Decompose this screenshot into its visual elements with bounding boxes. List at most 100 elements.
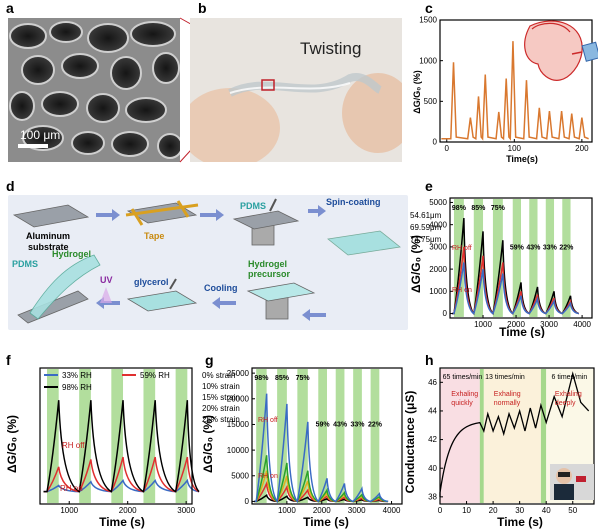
chart-h-band-divider [540, 369, 547, 503]
chart-h-annotation: Exhaling [555, 391, 582, 398]
chart-g-xtick-label: 1000 [278, 506, 296, 515]
chart-h-rate-label: 13 times/min [485, 374, 525, 381]
chart-e-humidity-band [529, 199, 538, 317]
aluminum-label: Aluminum [26, 231, 70, 241]
chart-h-annotation: normally [494, 400, 521, 407]
chart-f: 1000 2000 3000 ΔG/G₀ (%) Time (s) RH off R… [5, 367, 200, 529]
chart-f-series [43, 478, 200, 493]
twisting-photo: Twisting [190, 18, 402, 162]
chart-h-rate-label: 6 times/min [552, 374, 588, 381]
chart-h-annotation: quickly [451, 400, 473, 407]
chart-g-rh-label: 98% [254, 375, 269, 382]
chart-e: 1000 2000 3000 4000 0 1000 2000 3000 4000 5000 98%… [410, 197, 593, 338]
chart-e-rh-label: 33% [543, 245, 558, 252]
chart-e-ytick-label: 4000 [429, 220, 447, 229]
chart-c-frame [439, 19, 593, 143]
sem-image: 100 μm [8, 18, 180, 162]
chart-e-rh-label: 98% [452, 205, 467, 212]
chart-g-series [254, 393, 389, 504]
chart-g-xtick-label: 3000 [348, 506, 366, 515]
chart-e-series [451, 262, 579, 315]
chart-f-frame [39, 367, 193, 505]
uv-label: UV [100, 275, 113, 285]
chart-g-humidity-band [256, 369, 267, 503]
chart-h-frame [439, 367, 595, 505]
chart-h-band-divider [479, 369, 484, 503]
chart-e-xtick-label: 4000 [573, 320, 591, 329]
chart-f-humidity-band [175, 369, 188, 503]
chart-f-humidity-band [79, 369, 91, 503]
chart-h-ytick-label: 38 [428, 493, 437, 502]
fabrication-schematic: Aluminum substrate Tape PDMS Spin-coatin… [8, 195, 408, 330]
chart-e-xtick-label: 1000 [474, 320, 492, 329]
chart-f-xlabel: Time (s) [99, 515, 145, 529]
chart-e-xtick-label: 3000 [540, 320, 558, 329]
chart-c-ytick-label: 500 [424, 97, 438, 106]
chart-g-ytick-label: 20000 [227, 394, 250, 403]
chart-e-rh-label: 22% [559, 245, 574, 252]
zoom-box [261, 79, 275, 91]
chart-g-rh-label: 85% [275, 375, 290, 382]
chart-h-xtick-label: 10 [462, 506, 471, 515]
twisting-label: Twisting [300, 39, 361, 58]
chart-h-band-normal [483, 369, 541, 503]
chart-c: 0 100 200 0 500 1000 1500 ΔG/G₀ (%) Time(s) [412, 16, 598, 164]
chart-f-rh-on: RH on [60, 484, 83, 493]
chart-h-annotation: Exhaling [494, 391, 521, 398]
chart-f-humidity-band [111, 369, 124, 503]
chart-f-xtick-label: 2000 [119, 506, 137, 515]
chart-g: 1000 2000 3000 4000 0 5000 10000 15000 20000 2500… [202, 367, 403, 529]
chart-h-xtick-label: 40 [542, 506, 551, 515]
chart-f-humidity-band [143, 369, 156, 503]
chart-h-rate-label: 65 times/min [443, 374, 483, 381]
chart-h-band-quick [440, 369, 480, 503]
chart-e-humidity-band [512, 199, 521, 317]
chart-g-ytick-label: 5000 [231, 471, 249, 480]
chart-c-ytick-label: 1000 [419, 56, 437, 65]
chart-g-rh-label: 22% [368, 421, 383, 428]
cooling-label: Cooling [204, 283, 238, 293]
chart-c-xtick-label: 100 [508, 144, 522, 153]
chart-g-rh-label: 33% [351, 421, 366, 428]
chart-c-xlabel: Time(s) [506, 154, 538, 164]
chart-g-humidity-band [318, 369, 327, 503]
chart-g-rh-on: RH on [258, 473, 278, 480]
chart-f-xtick-label: 1000 [60, 506, 78, 515]
chart-f-legend-label: 33% RH [62, 371, 92, 380]
chart-e-ytick-label: 5000 [429, 198, 447, 207]
chart-g-legend-label: 0% strain [202, 371, 235, 380]
chart-e-ytick-label: 0 [443, 309, 448, 318]
chart-e-rh-label: 59% [510, 245, 525, 252]
chart-g-legend-label: 25% strain [202, 415, 240, 424]
chart-h-xlabel: Time (s) [497, 515, 543, 529]
chart-c-line [441, 41, 589, 141]
panel-label-f: f [6, 352, 11, 368]
chart-e-xtick-label: 2000 [507, 320, 525, 329]
precursor-label-2: precursor [248, 269, 291, 279]
chart-g-ylabel: ΔG/G₀ (%) [202, 415, 215, 473]
chart-e-legend-label: 69.59μm [410, 223, 442, 232]
exhaling-face-illustration [524, 20, 598, 81]
chart-e-rh-on: RH on [452, 287, 472, 294]
chart-h-ylabel: Conductance (μS) [404, 391, 417, 494]
chart-f-ylabel: ΔG/G₀ (%) [5, 415, 19, 473]
chart-g-legend-label: 10% strain [202, 382, 240, 391]
chart-g-xtick-label: 2000 [313, 506, 331, 515]
chart-g-xlabel: Time (s) [303, 515, 349, 529]
chart-g-rh-label: 75% [296, 375, 311, 382]
chart-g-xtick-label: 4000 [383, 506, 401, 515]
chart-e-rh-off: RH off [452, 245, 472, 252]
chart-h-ytick-label: 44 [428, 407, 437, 416]
chart-e-humidity-band [545, 199, 555, 317]
chart-g-ytick-label: 10000 [227, 446, 250, 455]
chart-e-ytick-label: 3000 [429, 243, 447, 252]
chart-g-ytick-label: 25000 [227, 369, 250, 378]
panel-label-b: b [198, 0, 207, 16]
panel-label-h: h [425, 352, 434, 368]
pdms-left-label: PDMS [12, 259, 38, 269]
chart-g-legend-label: 15% strain [202, 393, 240, 402]
chart-h-xtick-label: 50 [568, 506, 577, 515]
chart-g-humidity-band [335, 369, 345, 503]
scale-bar [18, 144, 48, 148]
breath-photo [550, 464, 594, 500]
